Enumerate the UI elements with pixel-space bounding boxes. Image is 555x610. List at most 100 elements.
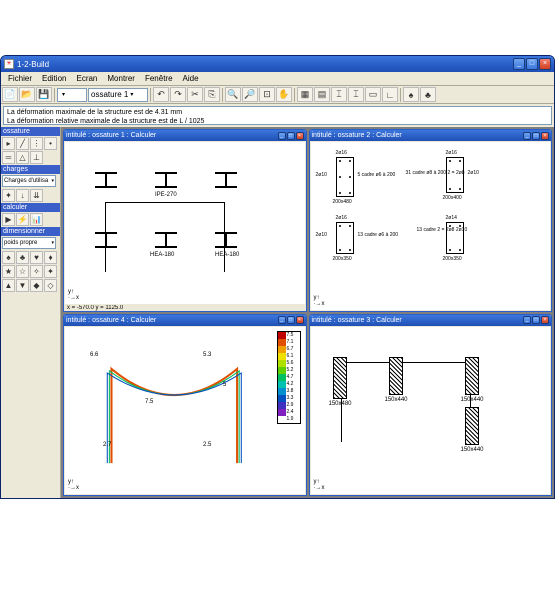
grid2-icon[interactable]: ▤ [314,87,330,102]
p1-close[interactable]: × [296,132,304,140]
save-icon[interactable]: 💾 [36,87,52,102]
copy-icon[interactable]: ⎘ [204,87,220,102]
menu-montrer[interactable]: Montrer [102,72,140,85]
panel-4-title[interactable]: intitulé : ossature 4 : Calculer _□× [64,315,306,326]
dim-combo[interactable]: poids propre [2,237,56,249]
dim-t1-icon[interactable]: ♠ [2,251,15,264]
prof-bot-label: HEA-180 [150,252,174,258]
rebar-sec-3 [336,222,354,254]
dim-t4-icon[interactable]: ♦ [44,251,57,264]
open-icon[interactable]: 📂 [19,87,35,102]
axis-3: y↑·→x [314,479,325,491]
dim-t12-icon[interactable]: ◇ [44,279,57,292]
panel-2-title[interactable]: intitulé : ossature 2 : Calculer _□× [310,130,552,141]
pan-icon[interactable]: ✋ [276,87,292,102]
p4-max[interactable]: □ [287,316,295,324]
tool-dots-icon[interactable]: ⋮ [30,137,43,150]
undo-icon[interactable]: ↶ [153,87,169,102]
hatch-3 [465,357,479,395]
tool-sup-icon[interactable]: ⊥ [30,151,43,164]
tool-truss-icon[interactable]: △ [16,151,29,164]
app-icon: ✳ [4,59,14,69]
calc1-icon[interactable]: ♠ [403,87,419,102]
load-dist-icon[interactable]: ⇊ [30,189,43,202]
ibeam-bot-mid [155,232,177,248]
dim-t5-icon[interactable]: ★ [2,265,15,278]
calc2-icon[interactable]: ♣ [420,87,436,102]
maximize-button[interactable]: □ [526,58,538,70]
menu-fichier[interactable]: Fichier [3,72,37,85]
group-charges[interactable]: charges [1,165,60,174]
load-point-icon[interactable]: ✦ [2,189,15,202]
panel-3: intitulé : ossature 3 : Calculer _□× 150… [309,314,553,497]
panel-2-canvas[interactable]: 2ø16 5 cadre ø6 à 200 2ø10 200x480 2ø16 … [310,141,552,311]
tool-pointer-icon[interactable]: ▸ [2,137,15,150]
p4-close[interactable]: × [296,316,304,324]
rebar1-dim: 200x480 [333,199,352,205]
panel-3-canvas[interactable]: 150x480 150x440 150x440 150x440 y↑·→x [310,326,552,496]
rebar4-dim: 200x350 [443,256,462,262]
angle-icon[interactable]: ∟ [382,87,398,102]
beam2-icon[interactable]: ⌶ [348,87,364,102]
dim-t3-icon[interactable]: ♥ [30,251,43,264]
dim-t6-icon[interactable]: ☆ [16,265,29,278]
element-combo[interactable] [57,88,87,102]
tool-beam-icon[interactable]: ═ [2,151,15,164]
group-ossature[interactable]: ossature [1,127,60,136]
ossature-combo[interactable]: ossature 1 [88,88,148,102]
grid1-icon[interactable]: ▦ [297,87,313,102]
dim-t9-icon[interactable]: ▲ [2,279,15,292]
mdi-area: intitulé : ossature 1 : Calculer _□× IPE… [61,127,554,498]
tool-node-icon[interactable]: • [44,137,57,150]
zoomout-icon[interactable]: 🔎 [242,87,258,102]
p3-close[interactable]: × [541,316,549,324]
axis-4: y↑·→x [68,479,79,491]
dim-t2-icon[interactable]: ♣ [16,251,29,264]
calc-opt-icon[interactable]: ⚡ [16,213,29,226]
p1-max[interactable]: □ [287,132,295,140]
rebar4-top: 2ø14 [446,215,457,221]
panel-1-canvas[interactable]: IPE-270 HEA-180 HEA-180 y↑·→x [64,141,306,305]
close-button[interactable]: × [539,58,551,70]
menu-ecran[interactable]: Ecran [71,72,102,85]
rebar1-bars: 5 cadre ø6 à 200 [358,172,396,178]
redo-icon[interactable]: ↷ [170,87,186,102]
prof-bot-label2: HEA-180 [215,252,239,258]
charges-combo[interactable]: Charges d'utilisa [2,175,56,187]
dim-t7-icon[interactable]: ✧ [30,265,43,278]
p2-max[interactable]: □ [532,132,540,140]
p2-min[interactable]: _ [523,132,531,140]
cut-icon[interactable]: ✂ [187,87,203,102]
panel-3-title[interactable]: intitulé : ossature 3 : Calculer _□× [310,315,552,326]
p4-min[interactable]: _ [278,316,286,324]
dim-t8-icon[interactable]: ✦ [44,265,57,278]
ibeam-top-right [215,172,237,188]
zoomfit-icon[interactable]: ⊡ [259,87,275,102]
calc-run-icon[interactable]: ▶ [2,213,15,226]
new-icon[interactable]: 📄 [2,87,18,102]
panel-1-title[interactable]: intitulé : ossature 1 : Calculer _□× [64,130,306,141]
menu-aide[interactable]: Aide [178,72,204,85]
menu-fenetre[interactable]: Fenêtre [140,72,178,85]
group-dim[interactable]: dimensionner [1,227,60,236]
beam1-icon[interactable]: ⌶ [331,87,347,102]
dim-t10-icon[interactable]: ▼ [16,279,29,292]
minimize-button[interactable]: _ [513,58,525,70]
load-arrow-icon[interactable]: ↓ [16,189,29,202]
section-icon[interactable]: ▭ [365,87,381,102]
menu-edition[interactable]: Edition [37,72,71,85]
rebar-sec-1 [336,157,354,197]
panel-4-canvas[interactable]: 6.6 5.3 7.5 5 2.7 2.5 7.57.16.76.15.65.2… [64,326,306,496]
p1-min[interactable]: _ [278,132,286,140]
zoomin-icon[interactable]: 🔍 [225,87,241,102]
p3-min[interactable]: _ [523,316,531,324]
panel-1-status: x = -570.0 y = 1125.0 [64,305,306,311]
calc-res-icon[interactable]: 📊 [30,213,43,226]
tool-line-icon[interactable]: ╱ [16,137,29,150]
p2-close[interactable]: × [541,132,549,140]
group-calculer[interactable]: calculer [1,203,60,212]
dim-t11-icon[interactable]: ◆ [30,279,43,292]
val-6: 2.5 [203,442,211,448]
p3-max[interactable]: □ [532,316,540,324]
ibeam-top-left [95,172,117,188]
